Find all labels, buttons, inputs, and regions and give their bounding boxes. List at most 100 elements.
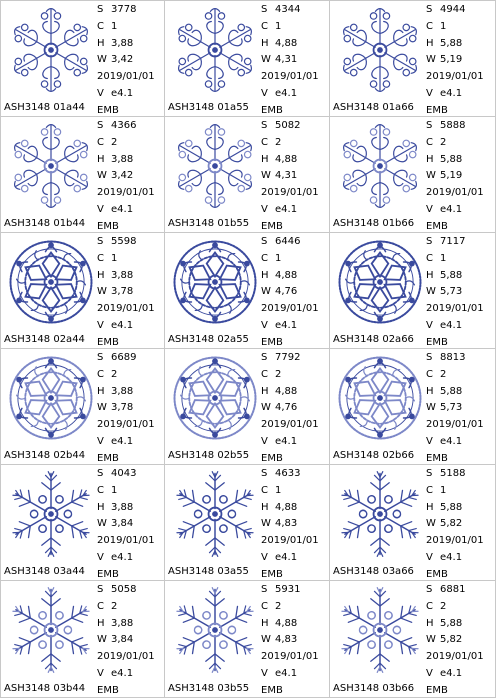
- design-height: H 5,88: [426, 268, 484, 285]
- format-version-label: V: [261, 667, 268, 679]
- snowflake-thumbnail: [12, 471, 90, 557]
- design-tile[interactable]: ASH3148 02b55 S 7792 C 2 H 4,88 W 4,76 2019/01/01…: [165, 349, 330, 465]
- design-tile[interactable]: ASH3148 01b44 S 4366 C 2 H 3,88 W 3,42 2019/01/01…: [0, 117, 165, 233]
- design-name: ASH3148 01a44: [4, 102, 85, 113]
- design-tile[interactable]: ASH3148 03b44 S 5058 C 2 H 3,88 W 3,84 2019/01/01…: [0, 581, 165, 698]
- format-version-label: V: [261, 435, 268, 447]
- design-name: ASH3148 02b55: [168, 450, 250, 461]
- design-tile[interactable]: ASH3148 02a66 S 7117 C 1 H 5,88 W 5,73 2019/01/01…: [330, 233, 496, 349]
- snowflake-thumbnail: [342, 124, 418, 208]
- design-tile[interactable]: ASH3148 02a44 S 5598 C 1 H 3,88 W 3,78 2019/01/01…: [0, 233, 165, 349]
- design-width-label: W: [97, 634, 107, 646]
- design-tile[interactable]: ASH3148 01a44 S 3778 C 1 H 3,88 W 3,42 2019/01/01…: [0, 0, 165, 117]
- design-width: W 3,84: [97, 516, 155, 533]
- stitch-count-value: 8813: [440, 352, 466, 363]
- design-height-label: H: [261, 501, 269, 513]
- design-height-label: H: [97, 37, 105, 49]
- design-width: W 5,19: [426, 52, 484, 69]
- stitch-count-value: 4366: [111, 120, 137, 131]
- format-version-label: V: [426, 667, 433, 679]
- design-name: ASH3148 02a55: [168, 334, 249, 345]
- stitch-count: S 6689: [97, 350, 155, 367]
- design-width-value: 3,84: [111, 634, 134, 646]
- design-date-value: 2019/01/01: [261, 535, 319, 547]
- design-height-label: H: [261, 385, 269, 397]
- design-width-value: 5,73: [440, 402, 463, 414]
- format-version-value: e4.1: [111, 203, 134, 215]
- file-format-value: EMB: [426, 104, 448, 116]
- design-date: 2019/01/01: [426, 301, 484, 318]
- design-tile[interactable]: ASH3148 01b55 S 5082 C 2 H 4,88 W 4,31 2019/01/01…: [165, 117, 330, 233]
- design-tile[interactable]: ASH3148 03b66 S 6881 C 2 H 5,88 W 5,82 2019/01/01…: [330, 581, 496, 698]
- stitch-count-label: S: [97, 4, 104, 15]
- design-width-value: 3,42: [111, 170, 134, 182]
- stitch-count-label: S: [97, 468, 104, 479]
- design-height-value: 3,88: [111, 269, 134, 281]
- stitch-count-label: S: [97, 120, 104, 131]
- format-version-value: e4.1: [440, 87, 463, 99]
- color-count-label: C: [426, 20, 433, 32]
- design-date-value: 2019/01/01: [426, 535, 484, 547]
- design-name: ASH3148 02b44: [4, 450, 86, 461]
- stitch-count-label: S: [426, 468, 433, 479]
- format-version-label: V: [261, 551, 268, 563]
- file-format-value: EMB: [261, 684, 283, 696]
- design-tile[interactable]: ASH3148 01a55 S 4344 C 1 H 4,88 W 4,31 2019/01/01…: [165, 0, 330, 117]
- design-tile[interactable]: ASH3148 02b44 S 6689 C 2 H 3,88 W 3,78 2019/01/01…: [0, 349, 165, 465]
- design-width-value: 4,83: [275, 518, 298, 530]
- format-version-label: V: [97, 551, 104, 563]
- design-height-value: 4,88: [275, 501, 298, 513]
- design-date: 2019/01/01: [261, 533, 319, 550]
- design-width: W 4,83: [261, 632, 319, 649]
- design-width: W 5,73: [426, 284, 484, 301]
- stitch-count-label: S: [261, 120, 268, 131]
- design-tile[interactable]: ASH3148 02b66 S 8813 C 2 H 5,88 W 5,73 2019/01/01…: [330, 349, 496, 465]
- design-name: ASH3148 02b66: [333, 450, 415, 461]
- design-name: ASH3148 01b66: [333, 218, 415, 229]
- file-format-value: EMB: [97, 220, 119, 232]
- design-width-label: W: [261, 54, 271, 66]
- color-count-label: C: [97, 484, 104, 496]
- color-count-label: C: [97, 136, 104, 148]
- design-tile[interactable]: ASH3148 01a66 S 4944 C 1 H 5,88 W 5,19 2019/01/01…: [330, 0, 496, 117]
- design-name: ASH3148 01b44: [4, 218, 86, 229]
- design-tile[interactable]: ASH3148 02a55 S 6446 C 1 H 4,88 W 4,76 2019/01/01…: [165, 233, 330, 349]
- design-height-value: 4,88: [275, 269, 298, 281]
- design-width-label: W: [261, 286, 271, 298]
- design-tile[interactable]: ASH3148 01b66 S 5888 C 2 H 5,88 W 5,19 2019/01/01…: [330, 117, 496, 233]
- stitch-count-label: S: [426, 4, 433, 15]
- stitch-count-label: S: [261, 236, 268, 247]
- design-width-value: 4,31: [275, 54, 298, 66]
- design-date-value: 2019/01/01: [97, 187, 155, 199]
- stitch-count: S 4944: [426, 2, 484, 19]
- design-height: H 5,88: [426, 152, 484, 169]
- format-version-label: V: [97, 319, 104, 331]
- design-tile[interactable]: ASH3148 03a44 S 4043 C 1 H 3,88 W 3,84 2019/01/01…: [0, 465, 165, 581]
- stitch-count-value: 5188: [440, 468, 466, 479]
- design-height: H 4,88: [261, 616, 319, 633]
- design-tile[interactable]: ASH3148 03b55 S 5931 C 2 H 4,88 W 4,83 2019/01/01…: [165, 581, 330, 698]
- format-version-label: V: [97, 667, 104, 679]
- color-count-value: 1: [440, 20, 447, 32]
- design-width: W 3,84: [97, 632, 155, 649]
- stitch-count-value: 4633: [275, 468, 301, 479]
- design-height: H 4,88: [261, 152, 319, 169]
- snowflake-thumbnail: [177, 8, 253, 92]
- stitch-count: S 7792: [261, 350, 319, 367]
- design-date-value: 2019/01/01: [97, 419, 155, 431]
- design-date: 2019/01/01: [261, 417, 319, 434]
- color-count-label: C: [97, 20, 104, 32]
- design-tile[interactable]: ASH3148 03a66 S 5188 C 1 H 5,88 W 5,82 2019/01/01…: [330, 465, 496, 581]
- stitch-count: S 5931: [261, 582, 319, 599]
- design-tile[interactable]: ASH3148 03a55 S 4633 C 1 H 4,88 W 4,83 2019/01/01…: [165, 465, 330, 581]
